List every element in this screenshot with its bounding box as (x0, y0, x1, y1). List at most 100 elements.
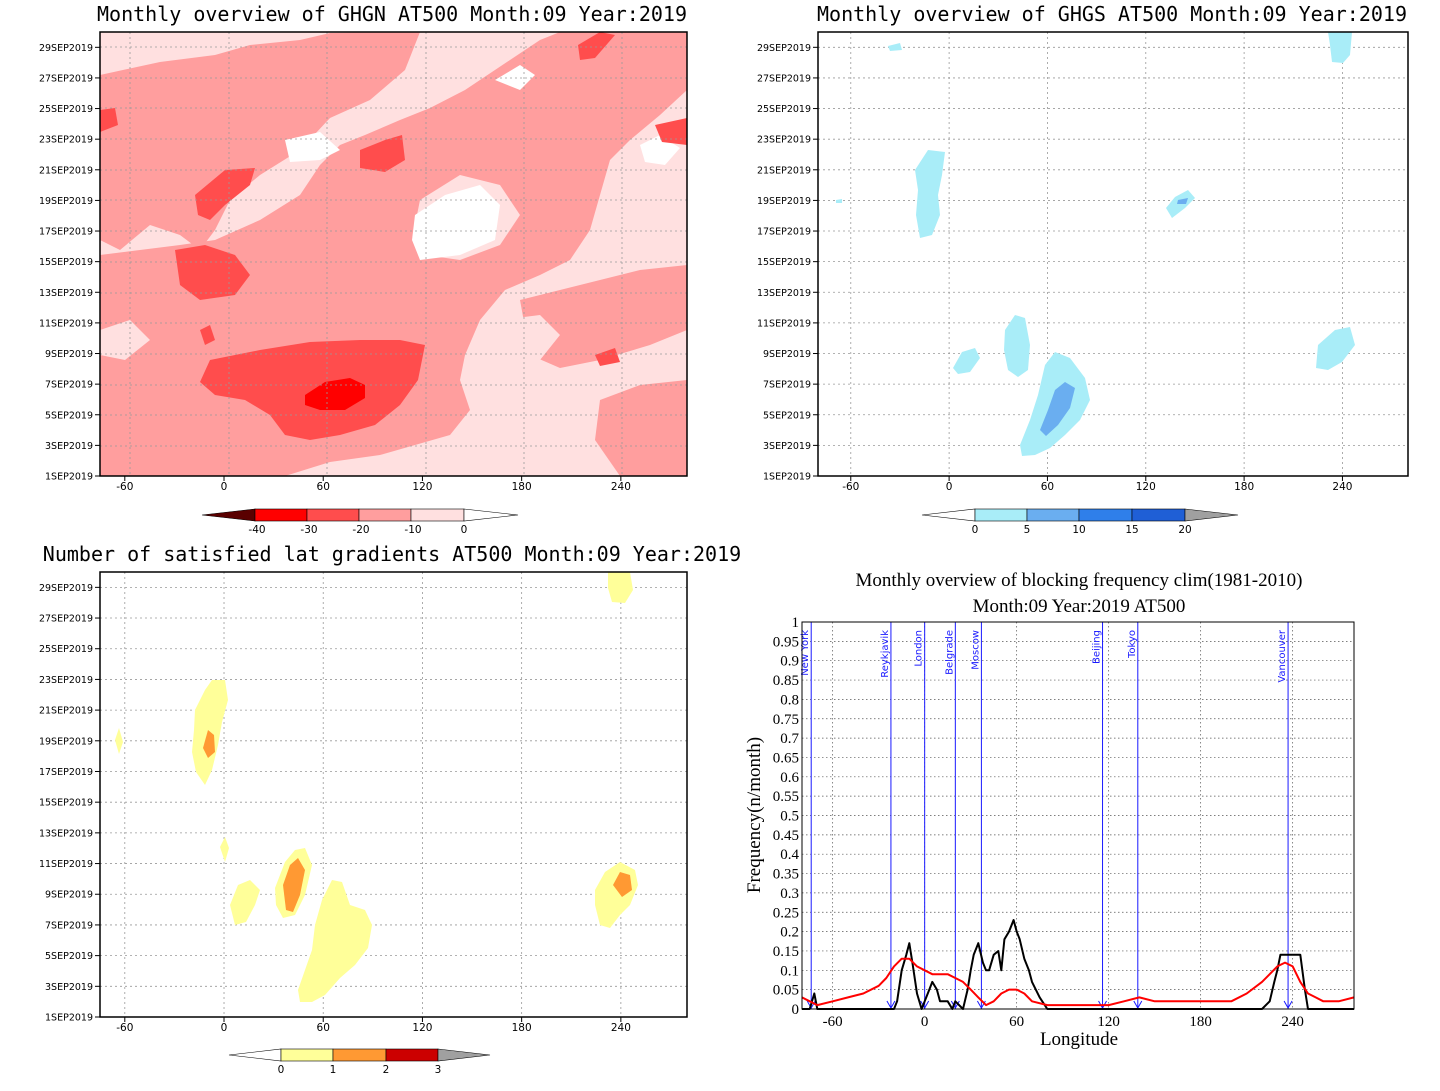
ghgn-field (100, 32, 687, 476)
latgrad-y-tick-label: 21SEP2019 (39, 706, 93, 717)
city-label: Beijing (1092, 630, 1103, 664)
latgrad-colorbar: 0 1 2 3 (228, 1048, 491, 1076)
blocking-x-tick-label: 180 (1189, 1014, 1212, 1030)
blocking-y-tick-label: 0.65 (773, 750, 799, 766)
latgrad-cbar-tick: 1 (330, 1064, 337, 1076)
blocking-y-tick-label: 0.25 (773, 905, 799, 921)
latgrad-y-tick-label: 13SEP2019 (39, 828, 93, 839)
ghgn-y-tick-label: 29SEP2019 (39, 43, 93, 54)
city-label: Vancouver (1277, 629, 1288, 683)
latgrad-y-tick-label: 9SEP2019 (45, 890, 93, 901)
blocking-y-tick-label: 0.2 (780, 925, 799, 941)
city-marker-arrow (920, 1000, 930, 1010)
ghgn-y-tick-label: 17SEP2019 (39, 227, 93, 238)
blocking-y-tick-label: 0.85 (773, 673, 799, 689)
ghgn-y-tick-label: 1SEP2019 (45, 472, 93, 483)
latgrad-y-tick-label: 17SEP2019 (39, 767, 93, 778)
latgrad-y-tick-label: 15SEP2019 (39, 798, 93, 809)
latgrad-y-tick-label: 11SEP2019 (39, 859, 93, 870)
ghgs-x-tick-label: -60 (842, 481, 859, 493)
blocking-series-line-1 (801, 957, 1355, 1007)
ghgs-y-tick-label: 13SEP2019 (757, 288, 811, 299)
blocking-y-tick-label: 0.4 (780, 847, 799, 863)
ghgs-colorbar: 0 5 10 15 20 (921, 508, 1239, 536)
ghgs-y-tick-label: 19SEP2019 (757, 196, 811, 207)
blocking-x-tick-label: 60 (1009, 1014, 1024, 1030)
latgrad-y-tick-label: 3SEP2019 (45, 982, 93, 993)
latgrad-cbar-tick: 2 (383, 1064, 390, 1076)
ghgn-y-tick-label: 21SEP2019 (39, 165, 93, 176)
city-marker-arrow (1283, 1000, 1293, 1010)
city-label: London (914, 630, 925, 667)
blocking-y-tick-label: 0.3 (780, 886, 799, 902)
ghgn-x-tick-label: 60 (317, 481, 330, 493)
ghgs-cbar-tick: 0 (972, 524, 979, 536)
ghgs-x-tick-label: 60 (1041, 481, 1054, 493)
latgrad-x-tick-label: 60 (317, 1022, 330, 1034)
blocking-y-tick-label: 0.6 (780, 770, 799, 786)
blocking-title: Monthly overview of blocking frequency c… (856, 570, 1303, 591)
ghgn-y-tick-label: 9SEP2019 (45, 349, 93, 360)
latgrad-frame (99, 571, 688, 1018)
ghgn-frame (99, 31, 688, 477)
panel-ghgn: Monthly overview of GHGN AT500 Month:09 … (39, 2, 688, 536)
panel-lat-gradients: Number of satisfied lat gradients AT500 … (39, 542, 741, 1076)
ghgn-cbar-tick: -40 (248, 524, 265, 536)
panel-blocking-frequency: Monthly overview of blocking frequency c… (744, 570, 1355, 1050)
latgrad-field (115, 572, 638, 1002)
blocking-x-tick-label: 0 (921, 1014, 929, 1030)
ghgs-y-tick-label: 9SEP2019 (763, 349, 811, 360)
ghgn-y-tick-label: 5SEP2019 (45, 410, 93, 421)
city-label: Tokyo (1127, 630, 1138, 659)
blocking-gridlines (802, 621, 1354, 1010)
ghgn-y-tick-label: 25SEP2019 (39, 104, 93, 115)
ghgn-x-tick-label: 240 (611, 481, 631, 493)
blocking-y-tick-label: 0.15 (773, 944, 799, 960)
blocking-y-label: Frequency(n/month) (744, 737, 765, 893)
blocking-y-tick-label: 0.8 (780, 692, 799, 708)
ghgn-y-tick-label: 11SEP2019 (39, 318, 93, 329)
blocking-y-tick-label: 1 (792, 615, 800, 631)
ghgs-y-tick-label: 29SEP2019 (757, 43, 811, 54)
city-label: Reykjavik (880, 630, 891, 678)
ghgn-y-tick-label: 15SEP2019 (39, 257, 93, 268)
ghgn-y-axis: 1SEP2019 3SEP2019 5SEP2019 7SEP2019 9SEP2019… (39, 43, 100, 483)
ghgn-cbar-tick: -10 (404, 524, 421, 536)
ghgs-y-tick-label: 11SEP2019 (757, 318, 811, 329)
latgrad-gridlines (100, 572, 687, 1017)
latgrad-y-tick-label: 23SEP2019 (39, 675, 93, 686)
panel-ghgs: Monthly overview of GHGS AT500 Month:09 … (757, 2, 1409, 536)
latgrad-x-tick-label: 180 (512, 1022, 532, 1034)
ghgn-x-tick-label: -60 (116, 481, 133, 493)
ghgn-gridlines (100, 32, 687, 476)
ghgn-y-tick-label: 7SEP2019 (45, 380, 93, 391)
blocking-city-markers: New York Reykjavik London Belgrade Moscow Bei… (800, 622, 1293, 1010)
blocking-x-axis: -60 0 60 120 180 240 (823, 1014, 1304, 1030)
blocking-subtitle: Month:09 Year:2019 AT500 (973, 596, 1186, 617)
ghgs-cbar-tick: 5 (1024, 524, 1031, 536)
latgrad-x-tick-label: -60 (116, 1022, 133, 1034)
ghgs-x-tick-label: 0 (946, 481, 953, 493)
ghgs-y-tick-label: 17SEP2019 (757, 227, 811, 238)
latgrad-y-tick-label: 19SEP2019 (39, 736, 93, 747)
ghgs-y-tick-label: 23SEP2019 (757, 135, 811, 146)
ghgs-y-tick-label: 5SEP2019 (763, 410, 811, 421)
ghgs-x-axis: -60 0 60 120 180 240 (842, 476, 1352, 493)
ghgs-y-tick-label: 25SEP2019 (757, 104, 811, 115)
blocking-y-tick-label: 0.55 (773, 789, 799, 805)
ghgs-y-tick-label: 3SEP2019 (763, 441, 811, 452)
city-label: Moscow (970, 630, 981, 670)
blocking-x-label: Longitude (1040, 1029, 1118, 1050)
ghgs-cbar-tick: 20 (1178, 524, 1191, 536)
blocking-x-tick-label: -60 (823, 1014, 843, 1030)
latgrad-x-tick-label: 0 (221, 1022, 228, 1034)
ghgs-y-tick-label: 1SEP2019 (763, 472, 811, 483)
blocking-series (801, 919, 1355, 1010)
ghgs-x-tick-label: 180 (1234, 481, 1254, 493)
ghgn-cbar-tick: -30 (300, 524, 317, 536)
latgrad-cbar-tick: 0 (278, 1064, 285, 1076)
latgrad-x-axis: -60 0 60 120 180 240 (116, 1017, 631, 1034)
ghgn-title: Monthly overview of GHGN AT500 Month:09 … (97, 2, 687, 26)
latgrad-x-tick-label: 120 (412, 1022, 432, 1034)
